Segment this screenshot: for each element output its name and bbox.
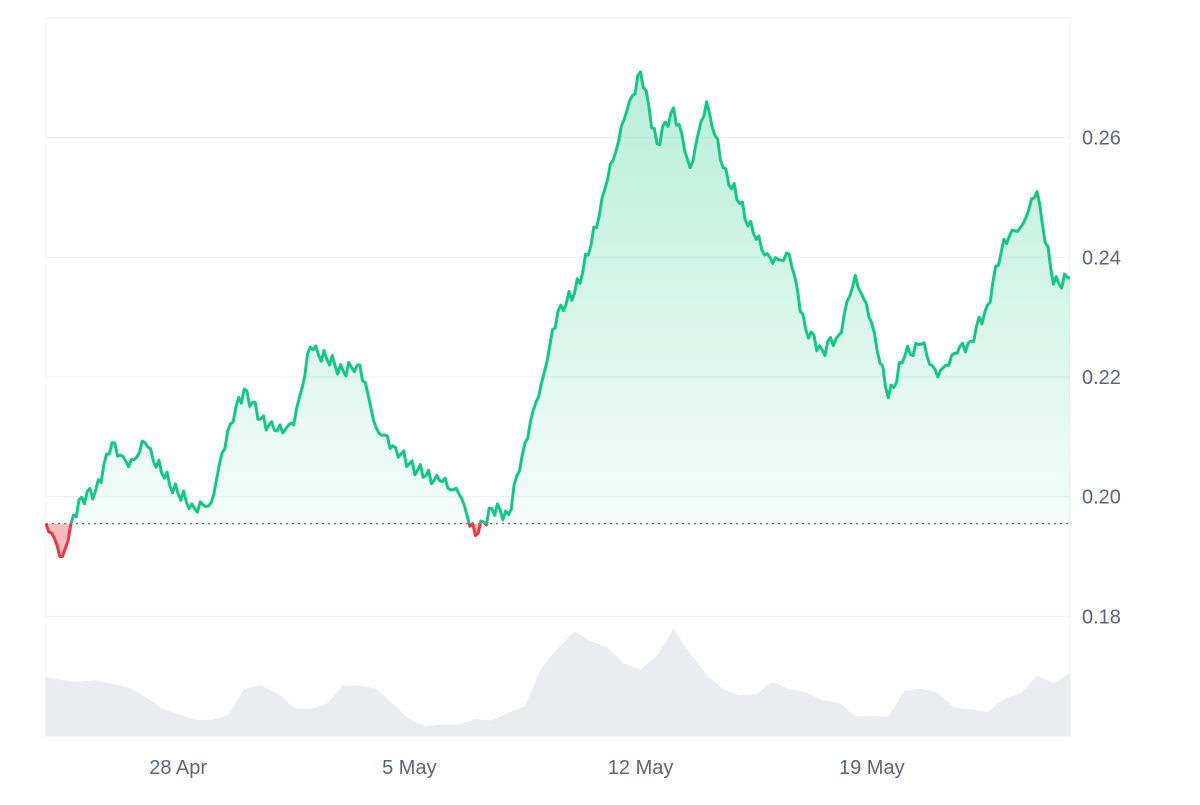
- x-tick-label: 12 May: [608, 757, 674, 779]
- x-axis-ticks: 28 Apr 5 May 12 May 19 May: [149, 757, 904, 779]
- x-tick-label: 5 May: [382, 757, 436, 779]
- volume-shape: [46, 629, 1070, 736]
- y-tick-label: 0.20: [1082, 487, 1121, 509]
- x-tick-label: 28 Apr: [149, 757, 207, 779]
- y-tick-label: 0.26: [1082, 128, 1121, 150]
- y-tick-label: 0.18: [1082, 606, 1121, 628]
- y-axis-ticks: 0.18 0.20 0.22 0.24 0.26: [1082, 128, 1121, 629]
- price-line-up: [46, 70, 1071, 524]
- y-tick-label: 0.22: [1082, 367, 1121, 389]
- volume-area: [46, 629, 1070, 736]
- price-line: [44, 70, 1071, 558]
- y-tick-label: 0.24: [1082, 247, 1121, 269]
- x-tick-label: 19 May: [839, 757, 905, 779]
